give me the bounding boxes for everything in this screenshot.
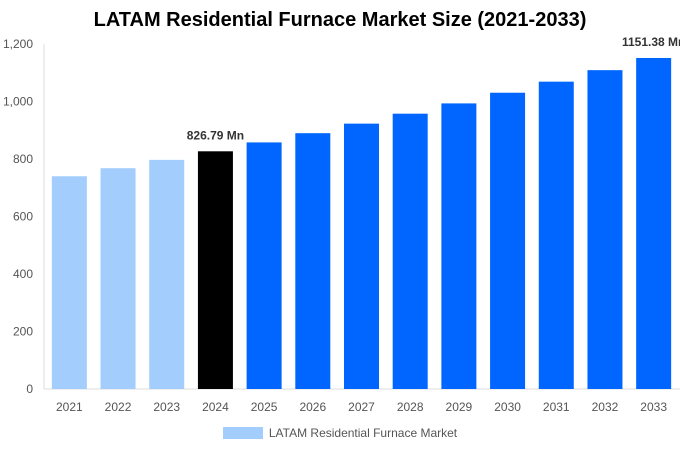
bar-2024 (197, 151, 233, 389)
x-tick-label: 2031 (543, 400, 570, 414)
y-tick-label: 0 (26, 382, 33, 396)
bar-2031 (538, 81, 574, 389)
x-tick-label: 2025 (251, 400, 278, 414)
x-tick-label: 2027 (348, 400, 375, 414)
x-tick-label: 2029 (446, 400, 473, 414)
bar-2028 (392, 113, 428, 389)
bar-2025 (246, 142, 282, 389)
bar-2022 (100, 168, 136, 389)
x-tick-label: 2022 (105, 400, 132, 414)
bar-2026 (295, 133, 331, 389)
bar-2032 (587, 70, 623, 389)
bar-2033 (636, 57, 672, 390)
x-tick-label: 2033 (640, 400, 667, 414)
y-tick-label: 1,200 (3, 37, 33, 51)
chart-title: LATAM Residential Furnace Market Size (2… (93, 9, 587, 31)
bar-2029 (441, 103, 477, 390)
x-tick-label: 2021 (56, 400, 83, 414)
x-tick-label: 2028 (397, 400, 424, 414)
y-tick-label: 600 (13, 210, 33, 224)
bar-2021 (51, 176, 87, 389)
legend-swatch (222, 427, 263, 439)
x-tick-label: 2024 (202, 400, 229, 414)
y-tick-label: 200 (13, 325, 33, 339)
y-tick-label: 800 (13, 152, 33, 166)
data-label: 826.79 Mn (187, 128, 244, 142)
bar-2027 (344, 123, 379, 389)
x-tick-label: 2030 (494, 400, 521, 414)
y-tick-label: 400 (13, 267, 33, 281)
legend[interactable]: LATAM Residential Furnace Market (0, 426, 680, 440)
x-tick-label: 2032 (592, 400, 619, 414)
bar-2030 (490, 92, 526, 389)
bar-2023 (149, 159, 185, 389)
x-tick-label: 2026 (299, 400, 326, 414)
legend-label: LATAM Residential Furnace Market (268, 426, 458, 440)
x-tick-label: 2023 (153, 400, 180, 414)
data-label: 1151.38 Mn (622, 35, 680, 49)
y-tick-label: 1,000 (3, 95, 33, 109)
